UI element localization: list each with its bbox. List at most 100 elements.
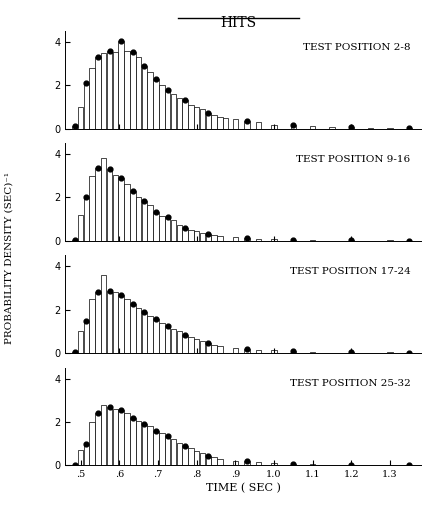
- Bar: [95, 413, 101, 465]
- Bar: [256, 239, 261, 241]
- Point: [181, 96, 188, 104]
- Bar: [118, 410, 124, 465]
- Bar: [188, 448, 194, 465]
- Bar: [233, 119, 238, 129]
- Point: [243, 457, 250, 465]
- Bar: [211, 114, 217, 129]
- Point: [83, 439, 90, 448]
- Bar: [188, 105, 194, 129]
- Text: TEST POSITION 25-32: TEST POSITION 25-32: [289, 379, 410, 388]
- Bar: [159, 433, 164, 465]
- Bar: [171, 329, 176, 353]
- Bar: [148, 205, 153, 241]
- Bar: [107, 291, 112, 353]
- Bar: [72, 352, 78, 353]
- Bar: [159, 216, 164, 241]
- Bar: [153, 211, 159, 241]
- Point: [290, 235, 297, 244]
- Bar: [188, 230, 194, 241]
- Bar: [177, 331, 182, 353]
- Bar: [206, 234, 211, 241]
- Point: [181, 442, 188, 450]
- Point: [406, 236, 413, 245]
- Bar: [291, 352, 296, 353]
- Bar: [130, 418, 135, 465]
- Bar: [211, 457, 217, 465]
- Bar: [136, 308, 141, 353]
- Bar: [141, 312, 147, 353]
- Bar: [78, 215, 83, 241]
- Bar: [95, 168, 101, 241]
- Bar: [124, 299, 130, 353]
- Bar: [206, 343, 211, 353]
- Bar: [271, 239, 277, 241]
- Bar: [310, 127, 316, 129]
- Bar: [217, 236, 223, 241]
- Bar: [271, 351, 277, 353]
- Bar: [101, 405, 106, 465]
- Bar: [217, 346, 223, 353]
- Bar: [141, 424, 147, 465]
- Point: [205, 230, 212, 238]
- Bar: [89, 68, 95, 129]
- Point: [83, 193, 90, 202]
- Bar: [113, 409, 118, 465]
- Bar: [310, 352, 316, 353]
- Bar: [113, 292, 118, 353]
- Point: [129, 187, 136, 195]
- Bar: [244, 461, 250, 465]
- Point: [164, 85, 171, 94]
- Bar: [107, 169, 112, 241]
- Bar: [136, 197, 141, 241]
- Bar: [95, 292, 101, 353]
- Bar: [107, 51, 112, 129]
- Point: [71, 236, 78, 244]
- Bar: [130, 191, 135, 241]
- Bar: [84, 197, 89, 241]
- Bar: [89, 176, 95, 241]
- Point: [152, 207, 159, 216]
- Point: [141, 308, 148, 316]
- Bar: [194, 339, 199, 353]
- Bar: [256, 462, 261, 465]
- Point: [118, 174, 125, 182]
- Point: [118, 406, 125, 414]
- Bar: [233, 347, 238, 353]
- Point: [205, 339, 212, 347]
- Point: [348, 123, 355, 131]
- Point: [152, 315, 159, 324]
- Bar: [118, 295, 124, 353]
- Bar: [159, 323, 164, 353]
- Bar: [310, 240, 316, 241]
- Bar: [256, 122, 261, 129]
- Point: [205, 109, 212, 117]
- Point: [106, 287, 113, 295]
- Bar: [200, 109, 205, 129]
- Bar: [148, 426, 153, 465]
- Bar: [95, 57, 101, 129]
- Point: [406, 124, 413, 132]
- Bar: [124, 413, 130, 465]
- Point: [95, 53, 102, 61]
- Point: [71, 461, 78, 469]
- Bar: [200, 453, 205, 465]
- Point: [83, 316, 90, 325]
- Bar: [194, 231, 199, 241]
- Bar: [148, 72, 153, 129]
- Point: [71, 348, 78, 356]
- Bar: [165, 217, 170, 241]
- Bar: [271, 125, 277, 129]
- Bar: [171, 94, 176, 129]
- Bar: [349, 127, 354, 129]
- Point: [118, 37, 125, 45]
- Point: [95, 164, 102, 172]
- Point: [95, 409, 102, 417]
- Bar: [153, 431, 159, 465]
- Bar: [165, 89, 170, 129]
- Point: [71, 123, 78, 131]
- Point: [181, 224, 188, 232]
- Bar: [118, 41, 124, 129]
- Bar: [206, 113, 211, 129]
- Point: [129, 414, 136, 422]
- Bar: [101, 53, 106, 129]
